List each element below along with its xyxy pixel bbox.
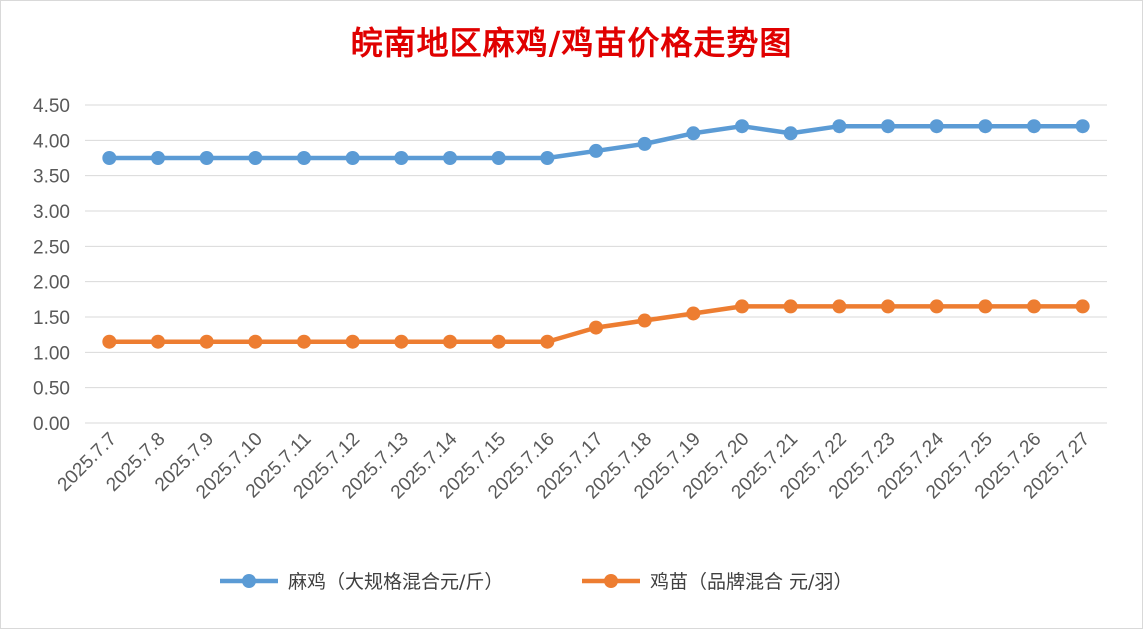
data-point [1027,299,1041,314]
data-point [199,151,214,165]
legend-swatch-marker [604,574,618,588]
y-tick-label: 3.50 [33,167,70,188]
y-axis-ticks: 0.00 0.50 1.00 1.50 2.00 2.50 3.00 3.50 4.00 4.50 [33,96,70,435]
data-point [735,119,749,134]
data-point [783,299,798,314]
data-point [589,320,603,335]
data-point [735,299,749,314]
data-point [345,151,360,165]
data-point [102,334,117,349]
data-point [394,334,409,349]
data-point [443,151,457,165]
data-point [540,334,555,349]
x-axis-ticks: 2025.7.72025.7.82025.7.92025.7.102025.7.… [54,428,1094,503]
grid-lines [85,104,1107,424]
data-point [832,299,847,314]
data-point [686,306,701,321]
data-point [540,151,555,165]
data-point [199,334,214,349]
y-tick-label: 2.00 [33,273,70,294]
data-point [248,151,263,165]
data-point [1075,119,1090,134]
data-point [491,334,506,349]
data-point [297,151,311,165]
data-point [297,334,311,349]
data-point [491,151,506,165]
data-point [151,334,165,349]
data-point [443,334,457,349]
data-point [102,151,117,165]
data-point [151,151,165,165]
legend-label: 鸡苗（品牌混合 元/羽） [650,571,852,593]
data-point [1027,119,1041,134]
series-group [102,119,1090,349]
legend: 麻鸡（大规格混合元/斤） 鸡苗（品牌混合 元/羽） [220,571,852,593]
data-point [637,313,652,328]
data-point [686,126,701,141]
chart-title: 皖南地区麻鸡/鸡苗价格走势图 [350,24,793,62]
y-tick-label: 1.00 [33,343,70,364]
y-tick-label: 1.50 [33,308,70,329]
y-tick-label: 0.50 [33,379,70,400]
y-tick-label: 0.00 [33,414,70,435]
data-point [1075,299,1090,314]
data-point [929,299,944,314]
data-point [881,299,895,314]
y-tick-label: 3.00 [33,202,70,223]
data-point [832,119,847,134]
y-tick-label: 4.50 [33,96,70,117]
legend-swatch-marker [242,574,256,588]
data-point [881,119,895,134]
data-point [248,334,263,349]
data-point [929,119,944,134]
data-point [589,143,603,158]
y-tick-label: 4.00 [33,131,70,152]
data-point [345,334,360,349]
data-point [637,136,652,151]
data-point [394,151,409,165]
y-tick-label: 2.50 [33,237,70,258]
legend-label: 麻鸡（大规格混合元/斤） [288,571,503,593]
data-point [783,126,798,141]
data-point [978,119,993,134]
data-point [978,299,993,314]
